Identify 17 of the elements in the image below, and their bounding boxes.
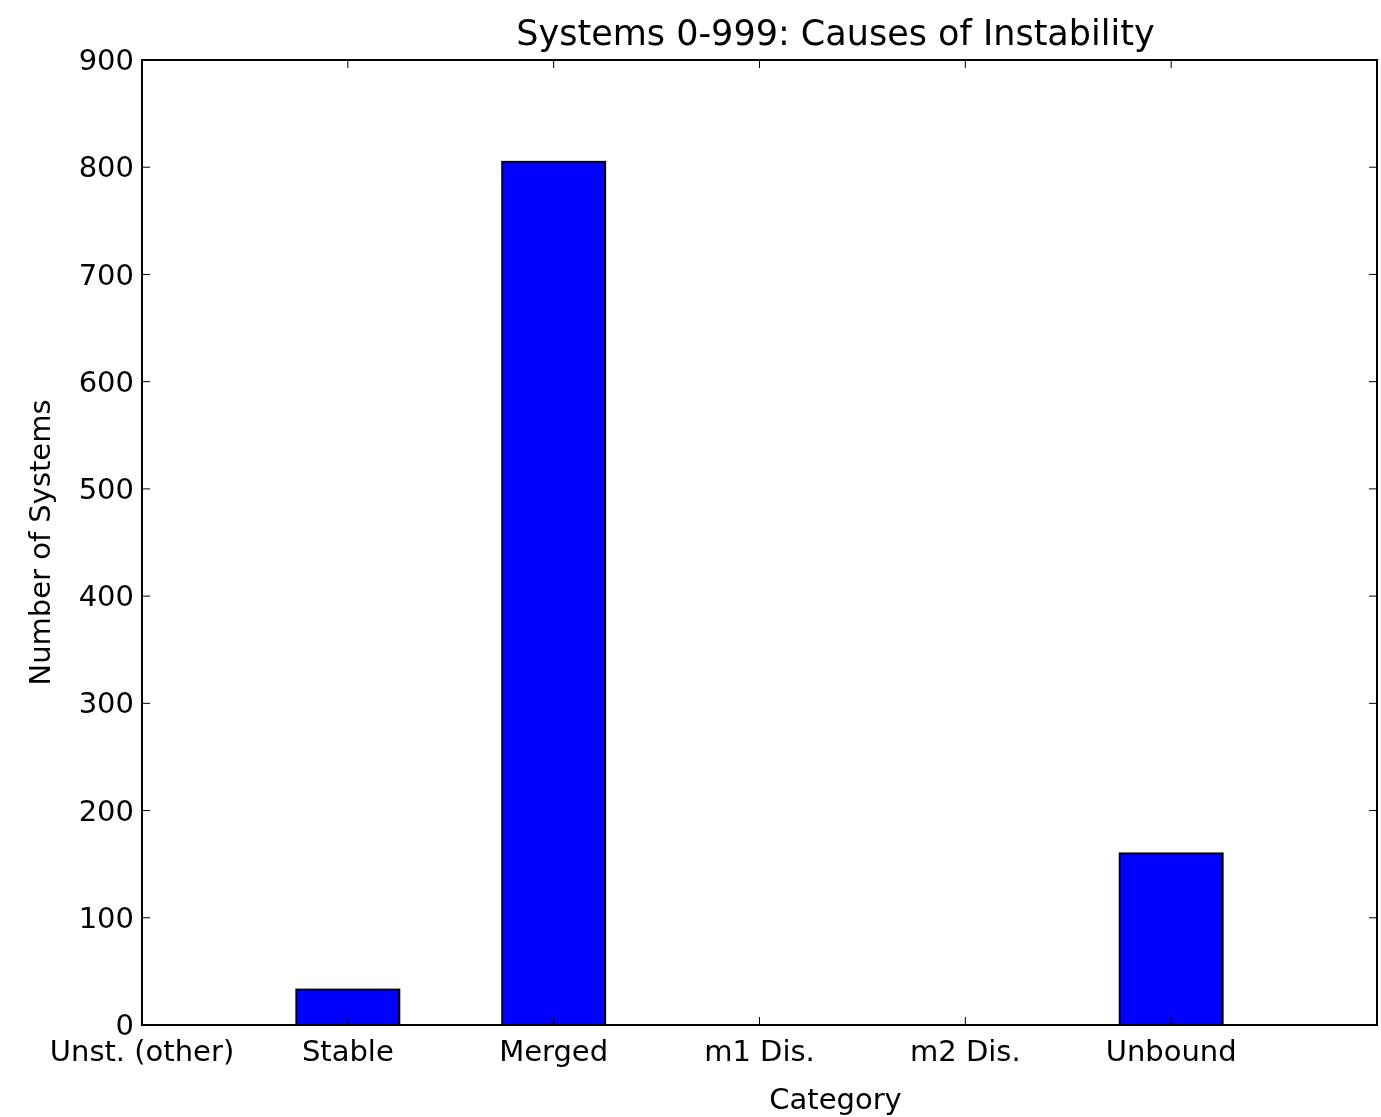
y-axis-title: Number of Systems bbox=[23, 399, 57, 686]
y-tick-label: 800 bbox=[78, 150, 134, 185]
x-tick-label: Stable bbox=[301, 1034, 394, 1068]
x-tick-label: m1 Dis. bbox=[704, 1034, 815, 1068]
y-tick-label: 600 bbox=[78, 364, 134, 399]
y-tick-label: 900 bbox=[78, 43, 134, 78]
y-tick-label: 500 bbox=[78, 472, 134, 507]
x-tick-label: Unbound bbox=[1105, 1034, 1237, 1068]
chart-title: Systems 0-999: Causes of Instability bbox=[516, 13, 1155, 53]
y-tick-label: 300 bbox=[78, 686, 134, 721]
y-tick-label: 200 bbox=[78, 793, 134, 828]
x-tick-label: Merged bbox=[499, 1034, 609, 1068]
x-axis-title: Category bbox=[769, 1082, 902, 1116]
x-tick-label: m2 Dis. bbox=[910, 1034, 1021, 1068]
y-tick-label: 100 bbox=[78, 900, 134, 935]
y-tick-label: 700 bbox=[78, 257, 134, 292]
y-tick-label: 400 bbox=[78, 579, 134, 614]
